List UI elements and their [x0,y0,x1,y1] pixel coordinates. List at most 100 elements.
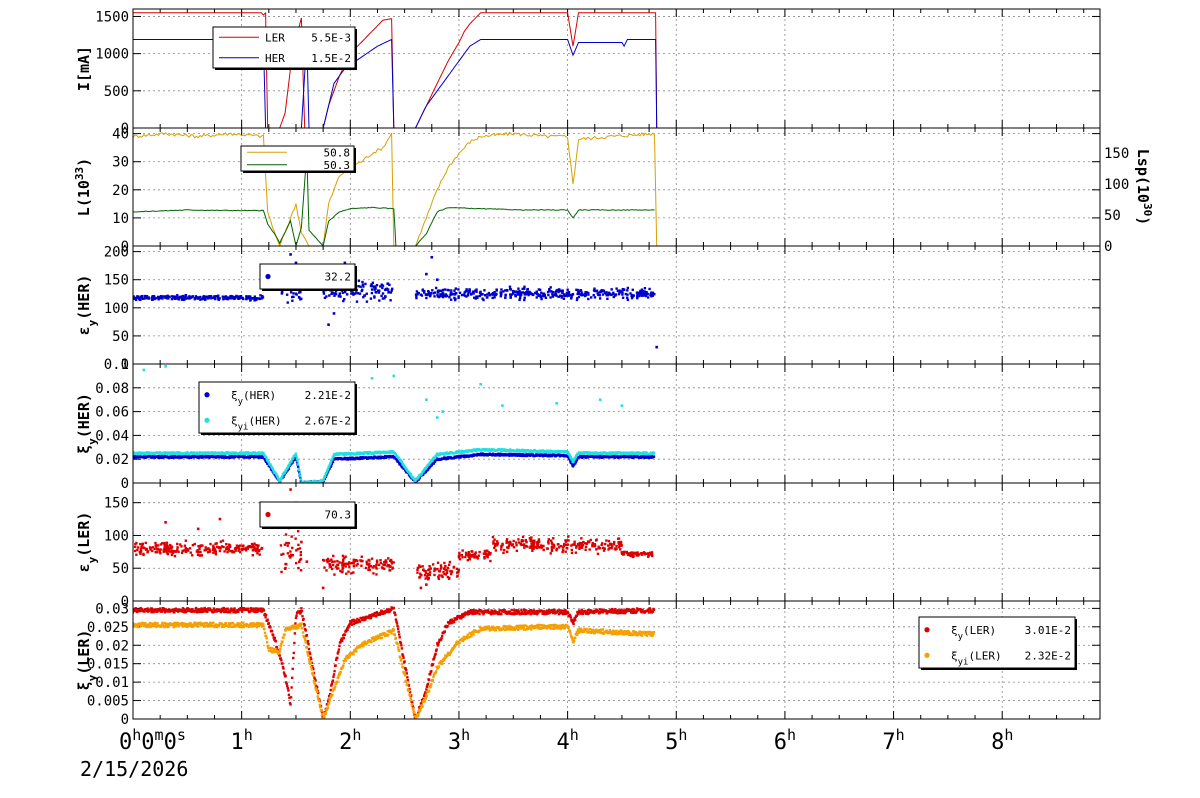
data-point [483,294,487,297]
data-point [413,713,416,716]
data-point [523,546,526,549]
data-point [343,290,347,294]
data-point [365,562,369,566]
data-point [212,610,215,614]
data-point [593,296,597,299]
data-point [371,281,375,284]
data-point [496,542,500,545]
data-point [474,296,477,300]
data-point [501,404,504,407]
data-point [141,297,145,300]
data-point [575,544,578,548]
data-point [439,293,442,296]
data-point [173,554,177,558]
data-point [286,544,289,547]
data-point [425,575,429,578]
data-point [340,570,344,574]
data-point [605,291,608,294]
data-point [414,293,418,296]
data-point [426,682,430,686]
data-point [474,611,477,615]
data-point [545,612,548,616]
data-point [454,287,458,290]
data-point [551,542,554,546]
data-point [585,542,588,545]
data-point [207,548,210,551]
data-point [612,292,615,296]
data-point [332,675,335,679]
data-point [642,551,646,554]
data-point [280,477,283,481]
data-point [478,550,481,554]
data-point [407,684,411,687]
data-point [448,621,451,624]
data-point [383,563,387,566]
data-point [415,295,418,298]
data-point [515,543,518,547]
data-point [195,451,199,454]
data-point [218,549,222,553]
data-point [612,543,616,546]
data-point [251,543,255,547]
data-point [468,558,472,561]
y-axis-label: ξy(LER) [75,630,99,691]
data-point [199,298,202,301]
data-point [485,452,488,456]
data-point [621,296,625,299]
legend-value: 5.5E-3 [311,31,351,44]
data-point [527,292,531,296]
data-point [299,553,303,557]
data-point [428,673,432,676]
data-point [341,554,345,558]
data-point [631,551,634,555]
data-point [553,293,556,297]
data-point [264,613,268,617]
data-point [151,298,155,301]
data-point [518,610,521,614]
data-point [290,676,294,680]
data-point [522,612,525,616]
data-point [147,296,151,299]
data-point [273,636,276,640]
data-point [446,624,449,628]
data-point [355,300,359,303]
data-point [573,543,576,546]
data-point [303,624,306,627]
data-point [159,456,162,459]
data-point [444,295,448,298]
data-point [460,616,463,619]
data-point [430,255,434,259]
data-point [282,552,285,556]
data-point [225,296,228,299]
data-point [331,560,334,563]
data-point [282,667,285,670]
y-tick-label: 50 [112,561,129,577]
data-point [188,547,192,550]
data-point [358,620,362,623]
data-point [386,282,390,285]
data-point [576,457,579,460]
data-point [201,610,205,613]
data-point [274,471,277,474]
legend-value: 50.3 [324,159,351,172]
data-point [432,657,436,660]
data-point [569,460,572,463]
data-point [362,295,365,299]
data-point [299,569,303,572]
y-tick-label: 100 [104,528,129,544]
data-point [466,294,470,297]
data-point [299,475,302,478]
data-point [381,292,385,295]
data-point [496,611,499,614]
data-point [597,455,600,459]
data-point [631,553,635,556]
data-point [494,293,497,296]
data-point [263,453,266,457]
data-point [651,291,655,294]
data-point [255,297,259,300]
y-tick-label: 0 [121,476,129,492]
data-point [284,469,288,472]
data-point [253,607,256,610]
